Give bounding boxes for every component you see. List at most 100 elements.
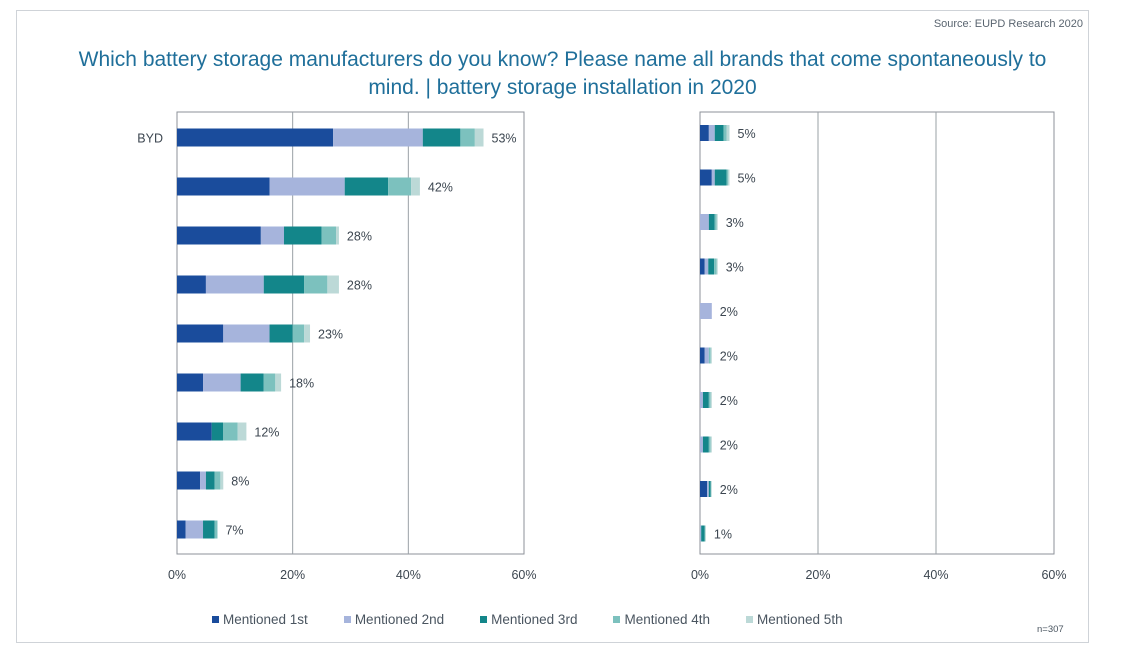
panel-1-x-tick-40: 40% (396, 568, 421, 582)
panel-1-bar-row-5-mentioned-1st (177, 324, 224, 343)
panel-2-data-label-row-3: 3% (726, 216, 744, 230)
panel-1-bar-row-3-mentioned-3rd (283, 226, 322, 245)
panel-2-bar-row-6-mentioned-1st (700, 347, 705, 364)
panel-1-bar-row-6-mentioned-3rd (240, 373, 264, 392)
legend-label-mentioned-1st: Mentioned 1st (223, 612, 308, 627)
panel-1-bar-row-9-mentioned-2nd (185, 520, 204, 539)
panel-2-data-label-row-10: 1% (714, 528, 732, 542)
panel-2-bar-row-1-mentioned-1st (700, 125, 709, 141)
panel-2-x-tick-40: 40% (923, 568, 948, 582)
panel-2-bar-row-8-mentioned-3rd (702, 436, 709, 453)
panel-2-bar-row-4-mentioned-3rd (708, 258, 715, 275)
legend-item-mentioned-2nd: Mentioned 2nd (343, 612, 445, 627)
panel-2-bar-row-7-mentioned-3rd (702, 392, 709, 408)
panel-2-bar-row-8-mentioned-4th (708, 436, 711, 453)
panel-2-bar-row-3-mentioned-4th (714, 214, 717, 230)
panel-2-bar-row-4-mentioned-2nd (704, 258, 709, 275)
panel-1-bar-row-2-mentioned-4th (388, 177, 412, 196)
panel-2-bar-row-7-mentioned-2nd (700, 392, 703, 408)
panel-2-data-label-row-7: 2% (720, 394, 738, 408)
source-note: Source: EUPD Research 2020 (933, 18, 1083, 30)
panel-1-x-tick-60: 60% (511, 568, 536, 582)
panel-1-bar-row-2-mentioned-2nd (269, 177, 345, 196)
panel-1-bar-row-4-mentioned-2nd (205, 275, 264, 294)
panel-2-data-label-row-9: 2% (720, 483, 738, 497)
legend: Mentioned 1st Mentioned 2nd Mentioned 3r… (212, 612, 879, 627)
panel-1-bar-row-6-mentioned-2nd (203, 373, 241, 392)
panel-2-data-label-row-1: 5% (738, 127, 756, 141)
legend-label-mentioned-5th: Mentioned 5th (757, 612, 843, 627)
panel-2-bar-row-6-mentioned-4th (708, 347, 711, 364)
panel-1-data-label-row-2: 42% (428, 181, 453, 195)
panel-1-data-label-row-7: 12% (254, 426, 279, 440)
panel-1-bar-row-8-mentioned-5th (220, 471, 224, 490)
panel-2-bar-row-10-mentioned-5th (705, 525, 706, 542)
panel-2-data-label-row-4: 3% (726, 261, 744, 275)
chart-title: Which battery storage manufacturers do y… (78, 48, 1047, 99)
panel-1-bar-row-3-mentioned-5th (336, 226, 339, 245)
panel-1-bar-row-1-mentioned-5th (474, 128, 484, 147)
panel-1-bar-row-7-mentioned-4th (223, 422, 238, 441)
panel-2-bar-row-1-mentioned-2nd (708, 125, 715, 141)
legend-item-mentioned-5th: Mentioned 5th (746, 612, 843, 627)
panel-1-bar-row-4-mentioned-1st (177, 275, 206, 294)
panel-2-bar-row-1-mentioned-3rd (714, 125, 724, 141)
panel-1-bar-row-7-mentioned-1st (177, 422, 212, 441)
panel-2-bar-row-4-mentioned-1st (700, 258, 705, 275)
panel-1-bar-row-7-mentioned-5th (237, 422, 247, 441)
panel-1-bar-row-7-mentioned-3rd (211, 422, 224, 441)
legend-swatch-mentioned-4th (613, 616, 621, 623)
panel-1-data-label-row-4: 28% (347, 279, 372, 293)
legend-item-mentioned-1st: Mentioned 1st (212, 612, 308, 627)
panel-2-bar-row-10-mentioned-3rd (701, 525, 705, 542)
panel-1-bar-row-1-mentioned-3rd (422, 128, 461, 147)
panel-2-bar-row-9-mentioned-4th (710, 481, 712, 497)
panel-1-bar-row-5-mentioned-3rd (269, 324, 293, 343)
panel-1-x-tick-20: 20% (280, 568, 305, 582)
panel-1-bar-row-9-mentioned-4th (214, 520, 218, 539)
panel-2-bar-row-3-mentioned-5th (716, 214, 718, 230)
panel-1-bar-row-3-mentioned-2nd (260, 226, 284, 245)
legend-swatch-mentioned-1st (212, 616, 219, 623)
panel-1-bar-row-1-mentioned-1st (177, 128, 334, 147)
panel-2-bar-row-9-mentioned-2nd (707, 481, 709, 497)
sample-size: n=307 (1037, 624, 1064, 635)
panel-1-data-label-row-5: 23% (318, 328, 343, 342)
panel-1-data-label-row-9: 7% (225, 524, 243, 538)
panel-2-x-tick-0: 0% (691, 568, 709, 582)
panel-2-x-tick-20: 20% (805, 568, 830, 582)
panel-1-bar-row-5-mentioned-5th (304, 324, 311, 343)
panel-2-bar-row-9-mentioned-5th (711, 481, 712, 497)
legend-item-mentioned-3rd: Mentioned 3rd (480, 612, 577, 627)
panel-1-bar-row-2-mentioned-3rd (344, 177, 389, 196)
panel-1-category-label-byd: BYD (137, 132, 163, 146)
panel-1-bar-row-1-mentioned-2nd (333, 128, 423, 147)
panel-1-bar-row-9-mentioned-1st (177, 520, 186, 539)
panel-2-bar-row-9-mentioned-1st (700, 481, 708, 497)
panel-2-bar-row-2-mentioned-4th (726, 169, 729, 186)
panel-2-x-tick-60: 60% (1041, 568, 1066, 582)
panel-1-bar-row-5-mentioned-4th (292, 324, 305, 343)
panel-1-bar-row-6-mentioned-5th (275, 373, 282, 392)
panel-1-data-label-row-6: 18% (289, 377, 314, 391)
panel-2-data-label-row-2: 5% (738, 172, 756, 186)
legend-swatch-mentioned-5th (746, 616, 754, 623)
panel-1-x-tick-0: 0% (168, 568, 186, 582)
panel-1-bar-row-8-mentioned-3rd (205, 471, 215, 490)
panel-2-bar-row-10-mentioned-4th (704, 525, 706, 542)
panel-2-bar-row-8-mentioned-5th (710, 436, 712, 453)
panel-1-bar-row-6-mentioned-4th (263, 373, 276, 392)
legend-swatch-mentioned-3rd (480, 616, 488, 623)
legend-label-mentioned-3rd: Mentioned 3rd (491, 612, 578, 627)
panel-1-bar-row-4-mentioned-3rd (263, 275, 305, 294)
panel-1-bar-row-2-mentioned-5th (411, 177, 420, 196)
legend-label-mentioned-2nd: Mentioned 2nd (354, 612, 445, 627)
panel-2-bar-row-2-mentioned-5th (728, 169, 730, 186)
panel-1-data-label-row-8: 8% (231, 475, 249, 489)
panel-1-bar-row-3-mentioned-4th (321, 226, 337, 245)
panel-2-bar-row-4-mentioned-5th (716, 258, 718, 275)
panel-1-data-label-row-1: 53% (492, 132, 517, 146)
panel-1-bar-row-4-mentioned-4th (304, 275, 328, 294)
panel-2-bar-row-10-mentioned-2nd (700, 525, 702, 542)
panel-1-bar-row-1-mentioned-4th (460, 128, 475, 147)
